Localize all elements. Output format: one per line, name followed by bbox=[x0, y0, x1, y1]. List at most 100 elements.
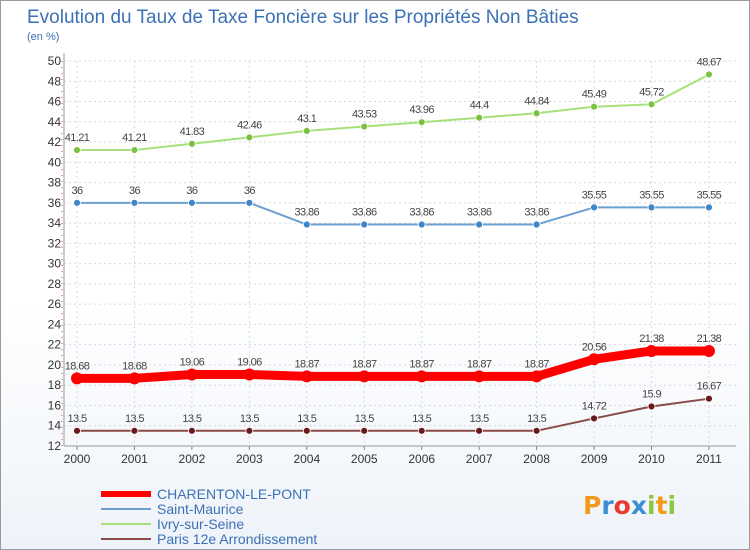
legend-swatch bbox=[101, 508, 151, 510]
series-line-0 bbox=[72, 346, 714, 383]
y-tick-label: 32 bbox=[48, 236, 62, 250]
data-point bbox=[647, 100, 656, 109]
legend-label: CHARENTON-LE-PONT bbox=[157, 486, 311, 502]
data-label: 43.53 bbox=[352, 109, 377, 121]
data-point bbox=[645, 344, 658, 357]
logo-letter: r bbox=[601, 491, 614, 520]
data-label: 33.86 bbox=[524, 207, 549, 219]
data-label: 43.96 bbox=[409, 104, 434, 116]
y-tick-label: 22 bbox=[48, 338, 62, 352]
logo-letter: x bbox=[630, 491, 647, 520]
data-label: 33.86 bbox=[467, 207, 492, 219]
y-tick-label: 14 bbox=[48, 419, 62, 433]
data-label: 13.5 bbox=[125, 413, 144, 425]
data-point bbox=[473, 370, 486, 383]
logo-letter: i bbox=[667, 491, 677, 520]
x-tick-label: 2004 bbox=[293, 452, 320, 466]
data-label: 35.55 bbox=[639, 189, 664, 201]
data-point bbox=[187, 426, 196, 435]
data-label: 41.83 bbox=[180, 126, 205, 138]
logo-letter: o bbox=[613, 491, 631, 520]
y-tick-label: 34 bbox=[48, 216, 62, 230]
data-point bbox=[300, 370, 313, 383]
data-point bbox=[417, 220, 426, 229]
data-point bbox=[245, 198, 254, 207]
data-point bbox=[245, 133, 254, 142]
data-point bbox=[130, 426, 139, 435]
x-tick-label: 2008 bbox=[523, 452, 550, 466]
data-point bbox=[360, 122, 369, 131]
x-tick-label: 2003 bbox=[236, 452, 263, 466]
data-point bbox=[73, 198, 81, 207]
y-tick-label: 50 bbox=[48, 54, 62, 68]
x-tick-label: 2001 bbox=[121, 452, 148, 466]
data-label: 45.49 bbox=[582, 89, 607, 101]
data-point bbox=[130, 198, 139, 207]
x-tick-label: 2009 bbox=[581, 452, 608, 466]
data-point bbox=[415, 370, 428, 383]
y-tick-label: 44 bbox=[48, 115, 62, 129]
data-point bbox=[588, 353, 601, 366]
data-label: 20.56 bbox=[582, 341, 607, 353]
y-tick-label: 12 bbox=[48, 439, 62, 453]
data-point bbox=[73, 146, 81, 154]
data-point bbox=[475, 113, 484, 122]
data-label: 41.21 bbox=[65, 132, 90, 144]
data-point bbox=[532, 220, 541, 229]
logo-letter: t bbox=[655, 491, 668, 520]
data-label: 21.38 bbox=[697, 333, 722, 345]
data-label: 19.06 bbox=[237, 356, 262, 368]
data-label: 13.5 bbox=[297, 413, 316, 425]
data-label: 18.87 bbox=[467, 358, 492, 370]
data-point bbox=[302, 127, 311, 135]
data-label: 15.9 bbox=[642, 388, 661, 400]
data-label: 13.5 bbox=[470, 413, 489, 425]
legend-label: Saint-Maurice bbox=[157, 501, 244, 517]
data-label: 13.5 bbox=[182, 413, 201, 425]
data-point bbox=[417, 118, 426, 127]
data-point bbox=[187, 198, 196, 207]
data-label: 18.87 bbox=[352, 358, 377, 370]
y-tick-label: 26 bbox=[48, 297, 62, 311]
data-label: 35.55 bbox=[697, 189, 722, 201]
data-point bbox=[590, 414, 598, 423]
data-point bbox=[243, 368, 256, 381]
y-axis-unit-label: (en %) bbox=[27, 31, 60, 43]
data-point bbox=[417, 426, 426, 435]
x-tick-label: 2000 bbox=[64, 452, 91, 466]
legend-swatch bbox=[101, 538, 151, 540]
data-label: 19.06 bbox=[180, 356, 205, 368]
data-label: 36 bbox=[71, 185, 83, 197]
data-point bbox=[705, 394, 713, 403]
y-tick-label: 30 bbox=[48, 257, 62, 271]
y-tick-label: 40 bbox=[48, 155, 62, 169]
data-point bbox=[530, 370, 543, 383]
data-label: 44.84 bbox=[524, 95, 549, 107]
data-label: 45.72 bbox=[639, 86, 664, 98]
x-tick-label: 2010 bbox=[638, 452, 665, 466]
chart-title: Evolution du Taux de Taxe Foncière sur l… bbox=[27, 7, 579, 28]
data-label: 33.86 bbox=[352, 207, 377, 219]
data-label: 43.1 bbox=[297, 113, 316, 125]
logo-letter: i bbox=[647, 491, 656, 520]
data-label: 42.46 bbox=[237, 119, 262, 131]
data-point bbox=[245, 426, 254, 435]
proxiti-logo: Proxiti bbox=[583, 491, 676, 520]
y-tick-label: 48 bbox=[48, 74, 62, 88]
data-label: 36 bbox=[129, 185, 141, 197]
legend-swatch bbox=[101, 523, 151, 525]
data-label: 13.5 bbox=[67, 413, 86, 425]
y-tick-label: 28 bbox=[48, 277, 62, 291]
data-point bbox=[130, 146, 139, 154]
data-point bbox=[73, 426, 81, 435]
x-tick-label: 2006 bbox=[408, 452, 435, 466]
series-line-2 bbox=[76, 73, 710, 152]
data-label: 18.87 bbox=[524, 358, 549, 370]
y-tick-label: 24 bbox=[48, 317, 62, 331]
data-point bbox=[185, 368, 198, 381]
x-tick-label: 2002 bbox=[179, 452, 206, 466]
x-tick-label: 2005 bbox=[351, 452, 378, 466]
data-label: 18.68 bbox=[65, 360, 90, 372]
